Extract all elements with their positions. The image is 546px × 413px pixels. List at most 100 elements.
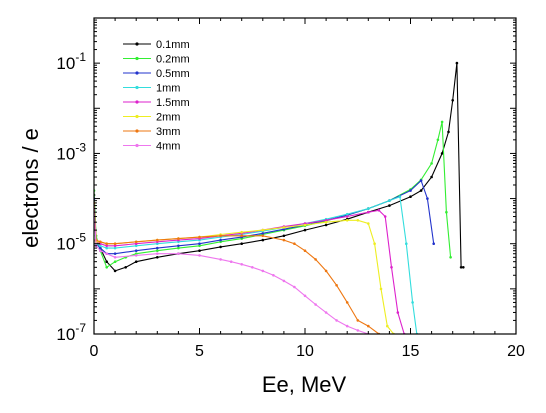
data-point [105, 246, 108, 250]
data-point [293, 285, 296, 289]
data-point [282, 279, 286, 283]
data-point [426, 197, 429, 200]
data-point [411, 301, 414, 304]
data-point [356, 329, 360, 332]
data-point [345, 215, 349, 218]
legend: 0.1mm 0.2mm 0.5mm 1mm 1.5mm 2mm 3mm 4mm [123, 39, 190, 153]
legend-item: 0.5mm [123, 68, 190, 80]
data-point [293, 242, 296, 245]
data-point [324, 220, 328, 224]
data-point [105, 242, 108, 245]
data-point [324, 223, 328, 227]
data-point [198, 242, 201, 245]
data-point [134, 240, 138, 244]
data-point [198, 249, 201, 252]
data-point [261, 269, 265, 273]
data-point [156, 246, 159, 250]
legend-item: 2mm [123, 112, 180, 124]
data-point [455, 61, 459, 65]
data-point [356, 319, 360, 322]
data-point [409, 195, 412, 198]
data-point [99, 240, 102, 244]
legend-marker [135, 100, 139, 104]
data-point [388, 199, 391, 202]
data-point [261, 228, 265, 232]
data-point [282, 226, 286, 229]
plot-area [93, 17, 517, 335]
data-point [440, 120, 444, 124]
legend-marker [135, 129, 139, 133]
data-point [388, 204, 391, 207]
legend-marker [135, 71, 139, 75]
data-point [356, 219, 360, 222]
data-point [156, 249, 159, 252]
x-tick-label: 15 [402, 343, 420, 360]
series-4mm [94, 207, 370, 334]
data-point [156, 238, 159, 242]
y-tick-label: 10-5 [56, 231, 86, 254]
x-tick-label: 5 [195, 343, 204, 360]
data-point [177, 244, 180, 248]
data-point [240, 263, 243, 266]
data-point [282, 227, 286, 231]
data-point [398, 195, 402, 198]
series-2mm [94, 201, 395, 334]
data-point [447, 130, 450, 134]
data-point [314, 258, 317, 261]
x-tick-label: 20 [507, 343, 525, 360]
data-point [445, 210, 448, 214]
data-point [229, 260, 233, 264]
legend-label: 0.2mm [156, 54, 190, 66]
data-point [156, 255, 159, 259]
data-point [383, 215, 387, 218]
data-point [303, 294, 307, 298]
legend-item: 3mm [123, 126, 180, 138]
data-point [177, 252, 180, 255]
legend-label: 3mm [156, 126, 180, 138]
x-tick-label: 0 [90, 343, 99, 360]
data-point [396, 311, 400, 314]
y-tick-label: 10-1 [56, 50, 86, 73]
series-line [94, 202, 380, 334]
series-line [94, 121, 452, 269]
series-line [94, 202, 395, 334]
data-point [282, 238, 286, 242]
y-tick-label: 10-3 [56, 140, 86, 163]
data-point [219, 258, 222, 261]
data-point [303, 223, 307, 227]
data-point [386, 324, 389, 328]
legend-item: 4mm [123, 141, 180, 153]
data-point [430, 175, 433, 179]
data-point [459, 266, 463, 269]
data-point [113, 260, 117, 264]
legend-marker [135, 143, 139, 148]
data-point [367, 207, 370, 210]
data-point [240, 230, 243, 234]
series-line [94, 63, 464, 272]
data-point [134, 254, 138, 257]
data-point [124, 266, 127, 269]
x-axis: 0 5 10 15 20 [90, 18, 525, 360]
data-point [367, 210, 370, 214]
legend-marker [135, 85, 139, 90]
data-point [134, 249, 138, 252]
data-point [449, 255, 452, 259]
series-line [94, 208, 369, 334]
data-point [390, 266, 393, 269]
data-point [345, 219, 349, 222]
data-point [198, 235, 201, 239]
data-point [113, 244, 117, 248]
series-0.5mm [94, 179, 436, 255]
data-point [261, 232, 265, 235]
data-point [219, 245, 222, 249]
data-point [99, 246, 102, 250]
legend-marker [135, 114, 139, 119]
legend-marker [135, 56, 139, 61]
data-point [324, 311, 328, 314]
data-point [324, 269, 328, 273]
series-line [94, 202, 405, 334]
data-point [134, 260, 138, 264]
data-point [219, 238, 222, 242]
data-point [105, 244, 108, 248]
data-point [367, 222, 370, 225]
